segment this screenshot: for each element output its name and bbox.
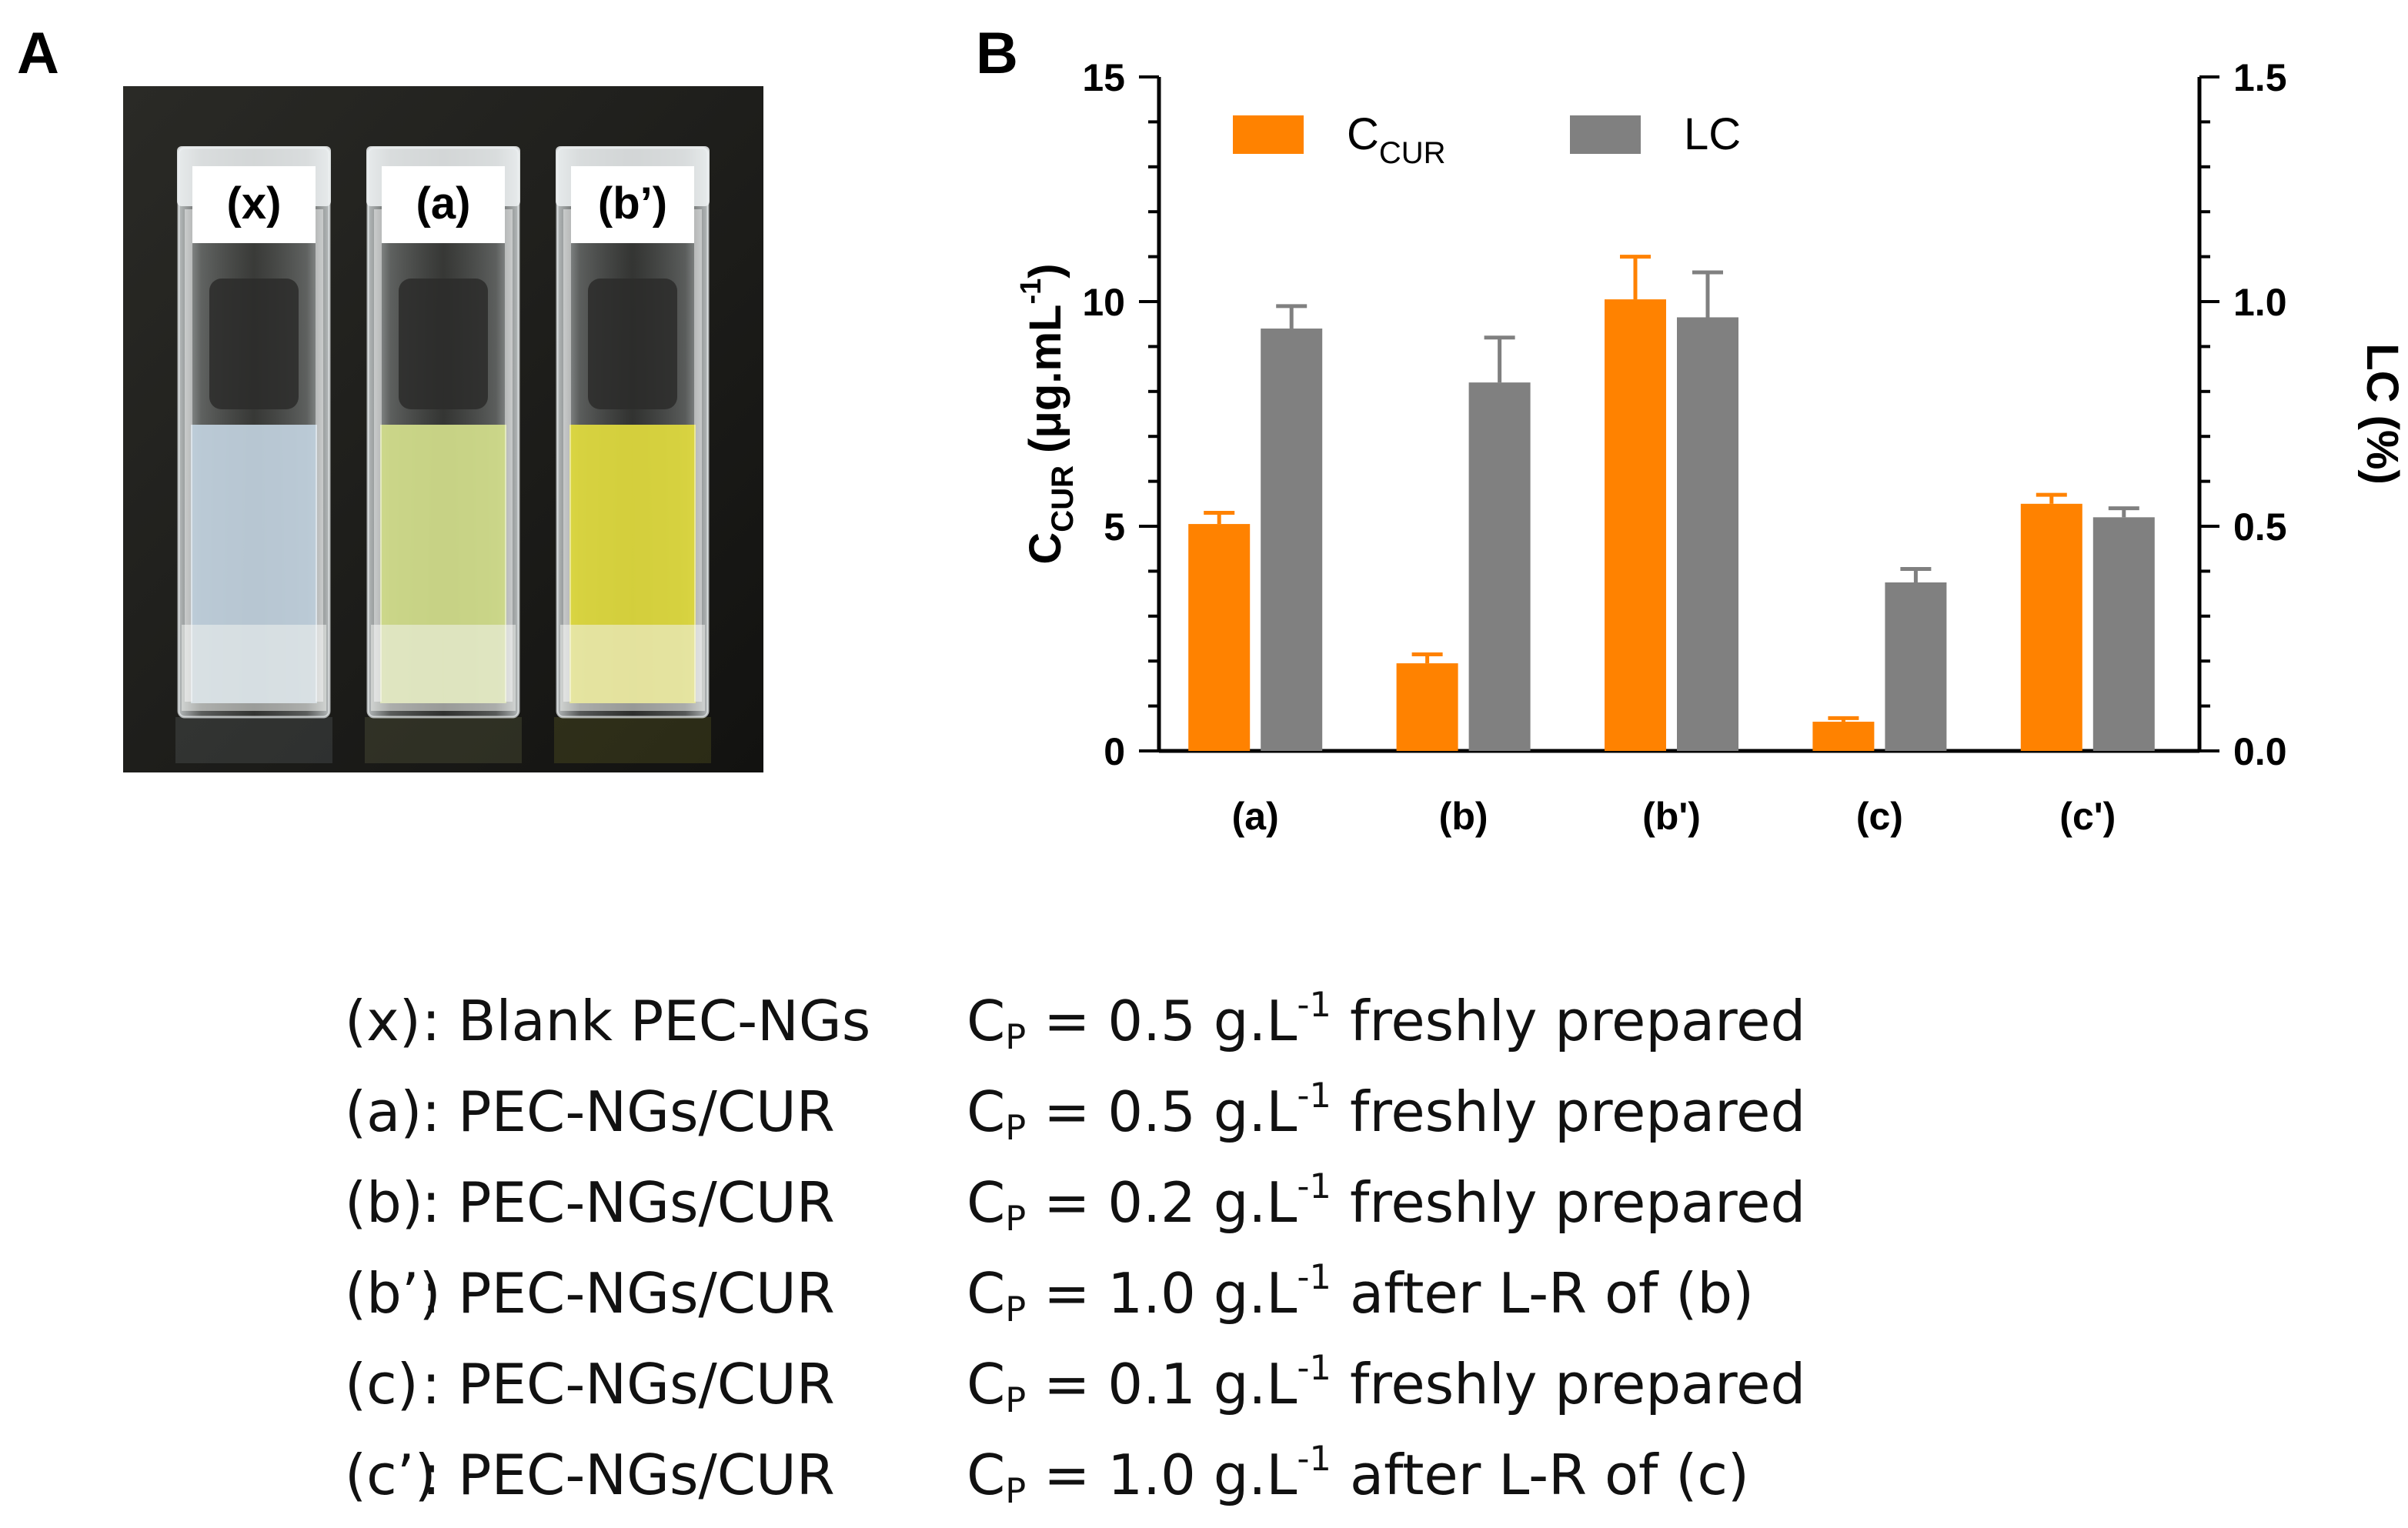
cuvette-photo: (x) (a) (b’) xyxy=(123,86,763,772)
bar-lc xyxy=(1677,317,1738,751)
sample-key-state: freshly prepared xyxy=(1350,989,1806,1053)
sample-key-desc: : PEC-NGs/CUR xyxy=(422,1261,835,1326)
sample-key-desc: : Blank PEC-NGs xyxy=(422,989,871,1053)
sample-key-id: (c’) xyxy=(345,1443,436,1507)
y-right-tick-label: 0.0 xyxy=(2233,730,2287,773)
sample-key-conc: CP = 1.0 g.L-1 xyxy=(967,1256,1331,1330)
legend-label: CCUR xyxy=(1347,109,1446,170)
sample-key-id: (b) xyxy=(345,1170,423,1235)
sample-key-desc: : PEC-NGs/CUR xyxy=(422,1443,835,1507)
bar-ccur xyxy=(1188,524,1251,751)
sample-key-conc: CP = 1.0 g.L-1 xyxy=(967,1438,1331,1512)
x-tick-label: (a) xyxy=(1232,795,1279,838)
bar-ccur xyxy=(1396,663,1458,751)
x-tick-label: (c) xyxy=(1856,795,1903,838)
sample-key-state: freshly prepared xyxy=(1350,1079,1806,1144)
legend-swatch xyxy=(1233,115,1304,154)
bar-ccur xyxy=(1812,722,1875,751)
y-right-tick-label: 1.5 xyxy=(2233,56,2287,99)
y-left-tick-label: 10 xyxy=(1082,281,1125,324)
sample-key-desc: : PEC-NGs/CUR xyxy=(422,1079,835,1144)
y-left-tick-label: 15 xyxy=(1082,56,1125,99)
sample-key-row: (b’): PEC-NGs/CUR CP = 1.0 g.L-1 after L-R… xyxy=(345,1248,2346,1339)
cuvette-label: (a) xyxy=(416,178,471,229)
sample-key-conc: CP = 0.1 g.L-1 xyxy=(967,1347,1331,1421)
sample-key-conc: CP = 0.5 g.L-1 xyxy=(967,1075,1331,1149)
sample-key-desc: : PEC-NGs/CUR xyxy=(422,1170,835,1235)
sample-key-row: (c’): PEC-NGs/CUR CP = 1.0 g.L-1 after L-R… xyxy=(345,1430,2346,1520)
sample-key-row: (b): PEC-NGs/CUR CP = 0.2 g.L-1 freshly pr… xyxy=(345,1157,2346,1248)
x-tick-label: (b') xyxy=(1642,795,1701,838)
sample-key-state: freshly prepared xyxy=(1350,1170,1806,1235)
cuvette-label: (b’) xyxy=(598,178,667,229)
cuvette-2: (b’) xyxy=(554,146,711,763)
panel-label-b: B xyxy=(976,21,1018,86)
y-left-tick-label: 5 xyxy=(1104,505,1125,549)
sample-key-id: (b’) xyxy=(345,1261,441,1326)
legend-swatch xyxy=(1570,115,1641,154)
bar-chart: 0 5 10 15 0.0 0.5 1.0 1.5 CCUR (μg.mL-1) LC (%) (a… xyxy=(1015,56,2407,838)
sample-key-conc: CP = 0.2 g.L-1 xyxy=(967,1166,1331,1239)
y-right-tick-label: 0.5 xyxy=(2233,505,2287,549)
x-tick-label: (b) xyxy=(1439,795,1488,838)
sample-key-id: (c) xyxy=(345,1352,419,1416)
sample-key-id: (a) xyxy=(345,1079,422,1144)
panel-label-a: A xyxy=(17,21,59,86)
sample-key-id: (x) xyxy=(345,989,421,1053)
y-left-axis-title: CCUR (μg.mL-1) xyxy=(1015,263,1080,564)
sample-key-state: after L-R of (b) xyxy=(1350,1261,1755,1326)
cuvette-0: (x) xyxy=(175,146,332,763)
bar-lc xyxy=(1468,382,1531,751)
bar-lc xyxy=(1261,329,1323,751)
bar-ccur xyxy=(1605,299,1666,752)
sample-key-desc: : PEC-NGs/CUR xyxy=(422,1352,835,1416)
legend-label: LC xyxy=(1684,109,1741,159)
sample-key-state: after L-R of (c) xyxy=(1350,1443,1750,1507)
bar-lc xyxy=(2092,517,2155,751)
sample-key: (x): Blank PEC-NGs CP = 0.5 g.L-1 freshly … xyxy=(345,976,2346,1520)
bar-lc xyxy=(1885,582,1947,751)
cuvette-label: (x) xyxy=(227,178,282,229)
y-right-axis-title: LC (%) xyxy=(2357,343,2407,485)
sample-key-row: (a): PEC-NGs/CUR CP = 0.5 g.L-1 freshly pr… xyxy=(345,1066,2346,1157)
y-right-tick-label: 1.0 xyxy=(2233,281,2287,324)
x-tick-label: (c') xyxy=(2059,795,2116,838)
sample-key-row: (x): Blank PEC-NGs CP = 0.5 g.L-1 freshly … xyxy=(345,976,2346,1066)
sample-key-conc: CP = 0.5 g.L-1 xyxy=(967,984,1331,1058)
y-left-tick-label: 0 xyxy=(1104,730,1125,773)
bar-ccur xyxy=(2020,503,2082,751)
sample-key-state: freshly prepared xyxy=(1350,1352,1806,1416)
sample-key-row: (c): PEC-NGs/CUR CP = 0.1 g.L-1 freshly pr… xyxy=(345,1339,2346,1430)
cuvette-1: (a) xyxy=(365,146,522,763)
